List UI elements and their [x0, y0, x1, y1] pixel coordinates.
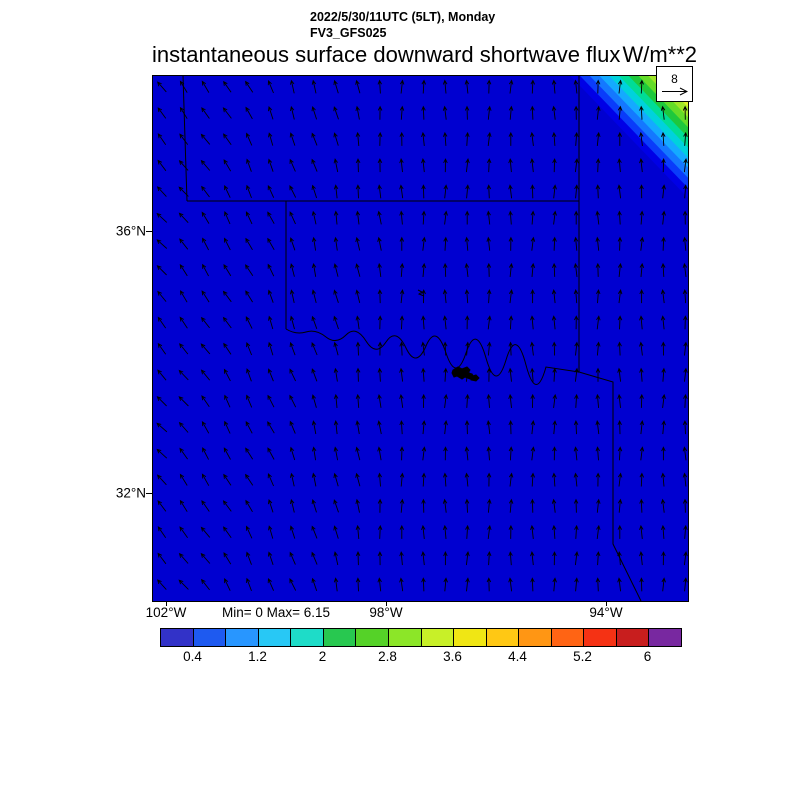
x-axis-tick: [386, 601, 387, 606]
x-axis-tick: [166, 601, 167, 606]
red-river: [285, 328, 580, 385]
colorbar-tick-label: 3.6: [443, 649, 462, 664]
reference-vector-arrow-icon: [662, 87, 688, 96]
reference-vector-box: 8: [656, 66, 693, 102]
colorbar-segment: [193, 629, 227, 646]
lake-small: [469, 374, 480, 382]
state-border-southeast: [578, 371, 642, 601]
terminator-gradient: [570, 76, 688, 198]
colorbar-segment: [616, 629, 650, 646]
colorbar-segment: [226, 629, 259, 646]
colorbar-tick-label: 1.2: [248, 649, 267, 664]
reference-vector-value: 8: [671, 72, 678, 86]
plot-title: instantaneous surface downward shortwave…: [152, 42, 621, 67]
units-label: W/m**2: [622, 42, 697, 67]
map-svg: [156, 76, 688, 601]
y-axis-tick-label: 32°N: [115, 485, 146, 501]
river-squiggle: [417, 289, 425, 297]
colorbar-segment: [519, 629, 552, 646]
colorbar-tick-label: 6: [643, 649, 652, 664]
colorbar-segment: [454, 629, 487, 646]
colorbar-segment: [388, 629, 422, 646]
state-borders: [182, 76, 642, 601]
colorbar-tick-label: 5.2: [573, 649, 592, 664]
colorbar-segment: [421, 629, 455, 646]
x-axis-tick-label: 98°W: [369, 605, 403, 620]
state-border-west-slant: [182, 76, 188, 202]
colorbar-segment: [291, 629, 324, 646]
colorbar-segment: [258, 629, 292, 646]
map-area: [152, 75, 689, 602]
colorbar-tick-label: 2: [318, 649, 327, 664]
wind-vectors-layer: [156, 79, 688, 592]
x-axis-tick-label: 94°W: [589, 605, 623, 620]
colorbar-segment: [356, 629, 389, 646]
x-axis-tick: [606, 601, 607, 606]
colorbar-tick-label: 4.4: [508, 649, 527, 664]
model-name: FV3_GFS025: [310, 26, 387, 40]
colorbar-segment: [486, 629, 520, 646]
colorbar-segment: [649, 629, 681, 646]
colorbar-segment: [584, 629, 617, 646]
colorbar-tick-labels: 0.4 1.2 2 2.8 3.6 4.4 5.2 6: [160, 649, 680, 665]
colorbar-tick-label: 0.4: [183, 649, 202, 664]
x-axis-tick-label: 102°W: [145, 605, 187, 620]
colorbar-segment: [161, 629, 194, 646]
min-max-label: Min= 0 Max= 6.15: [222, 605, 331, 620]
run-timestamp: 2022/5/30/11UTC (5LT), Monday: [310, 10, 496, 24]
colorbar-segment: [323, 629, 357, 646]
y-axis-tick: [146, 493, 152, 494]
colorbar: [160, 628, 682, 647]
colorbar-tick-label: 2.8: [378, 649, 397, 664]
colorbar-segment: [551, 629, 585, 646]
y-axis-tick-label: 36°N: [115, 223, 146, 239]
y-axis-tick: [146, 231, 152, 232]
